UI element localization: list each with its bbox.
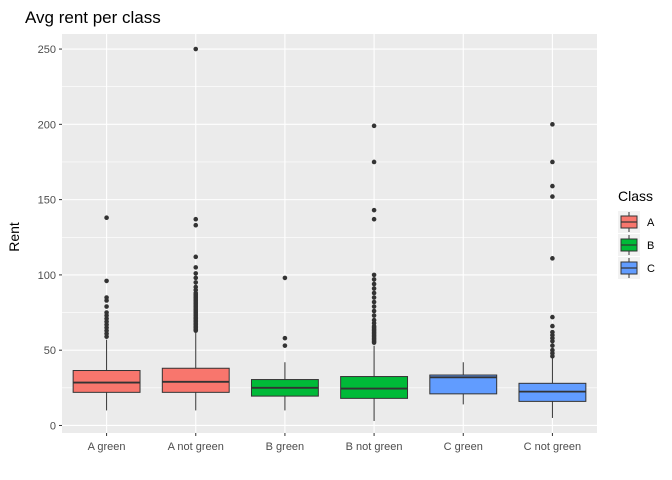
x-axis-ticks: A green A not green B green B not green C gr… [88, 433, 581, 453]
outlier-point [193, 254, 199, 260]
box-b-green [250, 275, 319, 411]
outlier-point [193, 275, 199, 281]
outlier-point [371, 299, 377, 305]
x-tick-label: B green [266, 441, 305, 453]
y-axis-ticks: 0 50 100 150 200 250 [38, 44, 62, 432]
outlier-point [550, 323, 555, 329]
y-tick-label: 0 [50, 420, 56, 432]
box-a-not-green [161, 46, 230, 411]
legend-item-c: C [618, 257, 655, 279]
outlier-point [371, 317, 377, 323]
outlier-point [104, 295, 109, 300]
x-tick-label: C not green [524, 441, 581, 453]
outlier-point [282, 335, 288, 341]
outlier-point [371, 281, 377, 287]
outlier-point [193, 216, 199, 222]
outlier-point [371, 207, 377, 213]
outlier-point [193, 265, 199, 270]
outlier-point [371, 123, 377, 129]
y-tick-label: 150 [38, 195, 56, 207]
outlier-point [371, 159, 377, 165]
legend: Class ABC [618, 188, 655, 279]
outlier-point [104, 215, 109, 220]
outlier-point [282, 343, 288, 348]
y-tick-label: 200 [38, 119, 56, 131]
outlier-point [104, 278, 109, 284]
legend-item-b: B [618, 234, 654, 256]
outlier-point [193, 284, 199, 290]
iqr-box [340, 376, 409, 399]
chart-title: Avg rent per class [25, 8, 161, 27]
outlier-point [371, 313, 377, 318]
box-c-green [429, 362, 498, 405]
y-tick-label: 50 [44, 345, 56, 357]
legend-title: Class [618, 188, 653, 204]
y-tick-label: 250 [38, 44, 56, 56]
outlier-point [550, 329, 555, 335]
outlier-point [550, 183, 555, 189]
outlier-point [193, 271, 199, 276]
outlier-point [193, 46, 199, 52]
y-axis-title: Rent [6, 222, 22, 252]
outlier-point [104, 304, 109, 309]
boxes [72, 46, 587, 421]
box-b-not-green [340, 123, 409, 421]
legend-label: C [647, 263, 655, 275]
outlier-point [371, 216, 377, 222]
outlier-point [550, 122, 555, 127]
outlier-point [371, 272, 377, 278]
outlier-point [550, 256, 555, 261]
iqr-box [161, 367, 230, 393]
x-tick-label: B not green [346, 441, 403, 453]
iqr-box [429, 374, 498, 395]
outlier-point [371, 295, 377, 300]
outlier-point [550, 314, 555, 320]
outlier-point [371, 308, 377, 314]
box-a-green [72, 215, 141, 411]
outlier-point [104, 310, 109, 315]
legend-label: B [647, 240, 654, 252]
x-tick-label: A green [88, 441, 126, 453]
outlier-point [371, 304, 377, 309]
minor-gridlines [62, 86, 597, 389]
outlier-point [193, 222, 199, 228]
x-tick-label: A not green [168, 441, 224, 453]
outlier-point [550, 194, 555, 199]
outlier-point [550, 343, 555, 348]
outlier-point [193, 280, 199, 285]
outlier-point [371, 290, 377, 296]
outlier-point [550, 159, 555, 165]
iqr-box [72, 370, 141, 393]
plot-panel [62, 34, 597, 433]
legend-item-a: A [618, 211, 655, 233]
outlier-point [371, 277, 377, 282]
x-tick-label: C green [444, 441, 483, 453]
box-c-not-green [518, 122, 587, 418]
y-tick-label: 100 [38, 270, 56, 282]
outlier-point [371, 286, 377, 291]
outlier-point [550, 347, 555, 353]
legend-label: A [647, 217, 655, 229]
outlier-point [282, 275, 288, 281]
